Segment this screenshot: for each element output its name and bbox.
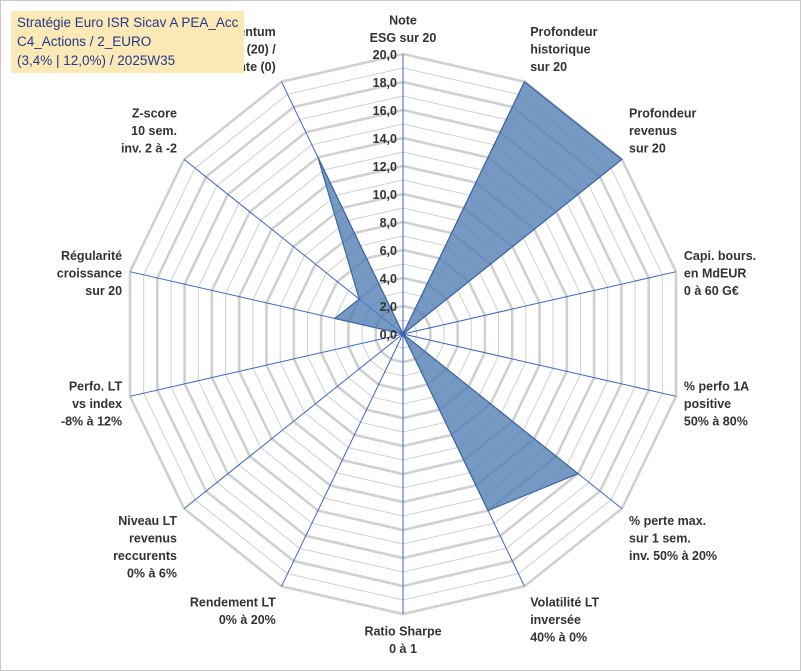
axis-label-line: 0 à 1 <box>389 642 417 656</box>
axis-label-line: Z-score <box>132 107 177 121</box>
axis-spoke <box>183 333 404 509</box>
axis-label-line: sur 20 <box>530 60 567 74</box>
axis-label-line: Rendement LT <box>190 595 276 609</box>
axis-label-line: Perfo. LT <box>69 380 123 394</box>
axis-label-line: -8% à 12% <box>61 415 122 429</box>
axis-label: Perfo. LT vs index -8% à 12% <box>61 380 123 429</box>
axis-label-line: 50% à 80% <box>684 415 748 429</box>
tick-label: 8,0 <box>380 216 397 230</box>
tick-label: 0,0 <box>380 328 397 342</box>
tick-label: 6,0 <box>380 244 397 258</box>
tick-label: 10,0 <box>373 188 397 202</box>
axis-label-line: 0 à 60 G€ <box>684 284 739 298</box>
tick-label: 14,0 <box>373 132 397 146</box>
chart-title-box: Stratégie Euro ISR Sicav A PEA_Acc C4_Ac… <box>11 11 245 73</box>
tick-label: 2,0 <box>380 300 397 314</box>
axis-label-line: inversée <box>530 613 581 627</box>
axis-label-line: sur 20 <box>85 284 122 298</box>
axis-label: Profondeur historique sur 20 <box>530 25 597 74</box>
axis-label-line: en MdEUR <box>684 266 747 280</box>
chart-title-line-2: C4_Actions / 2_EURO <box>17 34 152 49</box>
axis-label-line: sur 20 <box>629 142 666 156</box>
axis-label-line: croissance <box>57 266 122 280</box>
axis-label-line: Note <box>389 14 417 28</box>
axis-label-line: 40% à 0% <box>530 630 587 644</box>
axis-label-line: positive <box>684 397 731 411</box>
axis-label-line: inv. 50% à 20% <box>629 549 717 563</box>
axis-label: % perfo 1A positive 50% à 80% <box>684 380 749 429</box>
axis-label: Ratio Sharpe 0 à 1 <box>364 625 441 657</box>
tick-label: 16,0 <box>373 104 397 118</box>
axis-label-line: revenus <box>629 124 677 138</box>
data-series-area <box>317 80 623 512</box>
chart-title-line-1: Stratégie Euro ISR Sicav A PEA_Acc <box>17 15 239 30</box>
axis-label-line: 0% à 6% <box>127 566 177 580</box>
axis-spoke <box>402 271 677 335</box>
axis-label: Rendement LT 0% à 20% <box>190 595 276 627</box>
axis-label-line: Niveau LT <box>118 514 177 528</box>
axis-label: Profondeur revenus sur 20 <box>629 107 696 156</box>
axis-spoke <box>402 333 677 397</box>
tick-label: 12,0 <box>373 160 397 174</box>
tick-label: 20,0 <box>373 48 397 62</box>
axis-label-line: Profondeur <box>530 25 597 39</box>
axis-label-line: 10 sem. <box>131 124 177 138</box>
axis-label-line: % perte max. <box>629 514 706 528</box>
axis-spoke <box>129 333 404 397</box>
axis-label: Note ESG sur 20 <box>370 14 437 46</box>
axis-label: Capi. bours. en MdEUR 0 à 60 G€ <box>684 249 756 298</box>
axis-label-line: revenus <box>129 531 177 545</box>
axis-label-line: sur 1 sem. <box>629 531 691 545</box>
axis-label: Niveau LT revenus reccurents 0% à 6% <box>113 514 177 581</box>
axis-label-line: vs index <box>72 397 122 411</box>
axis-label-line: 0% à 20% <box>219 613 276 627</box>
axis-label-line: Volatilité LT <box>530 595 599 609</box>
axis-label-line: Profondeur <box>629 107 696 121</box>
axis-label-line: ESG sur 20 <box>370 31 437 45</box>
axis-label-line: Régularité <box>61 249 122 263</box>
axis-label-line: reccurents <box>113 549 177 563</box>
axis-label: Volatilité LT inversée 40% à 0% <box>530 595 599 644</box>
axis-label-line: Ratio Sharpe <box>364 625 441 639</box>
axis-label-line: Capi. bours. <box>684 249 756 263</box>
axis-label-line: % perfo 1A <box>684 380 749 394</box>
tick-label: 18,0 <box>373 76 397 90</box>
axis-label-line: inv. 2 à -2 <box>121 142 177 156</box>
axis-spoke <box>281 333 404 587</box>
axis-label: Régularité croissance sur 20 <box>57 249 122 298</box>
axis-label-line: historique <box>530 43 590 57</box>
axis-label: % perte max. sur 1 sem. inv. 50% à 20% <box>629 514 717 563</box>
axis-label: Z-score 10 sem. inv. 2 à -2 <box>121 107 177 156</box>
tick-label: 4,0 <box>380 272 397 286</box>
chart-title-line-3: (3,4% | 12,0%) / 2025W35 <box>17 53 176 68</box>
